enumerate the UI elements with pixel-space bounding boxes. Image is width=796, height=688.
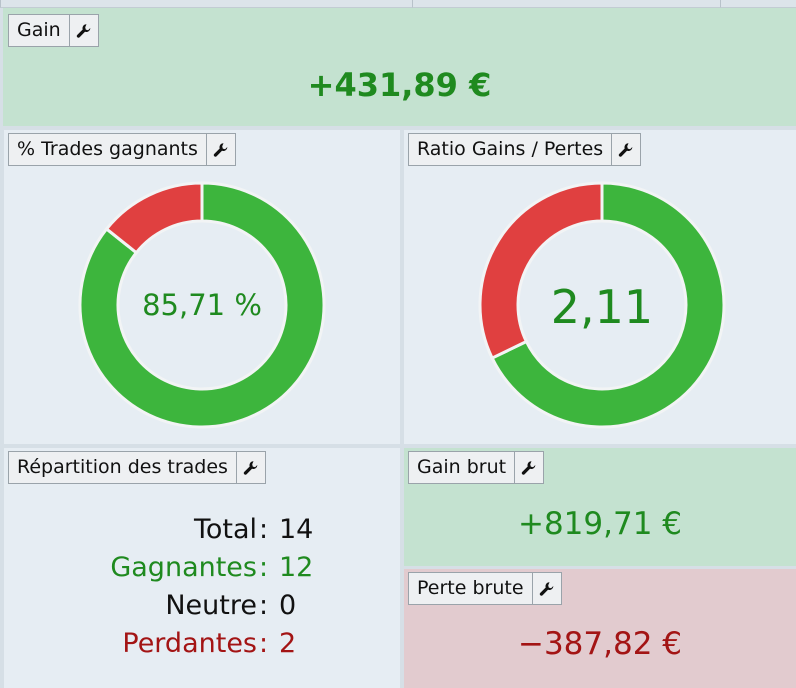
wrench-icon[interactable]: [611, 134, 640, 165]
gain-brut-title: Gain brut: [417, 456, 507, 478]
wrench-icon[interactable]: [514, 452, 543, 483]
gain-brut-value: +819,71 €: [517, 506, 683, 542]
top-strip-seg: [0, 0, 412, 8]
repartition-row-sep: :: [259, 590, 269, 621]
wrench-icon[interactable]: [531, 573, 561, 604]
trades-gagnants-donut: [78, 181, 326, 429]
repartition-row-name: Gagnantes: [110, 552, 257, 583]
repartition-row-value: 0: [279, 590, 297, 621]
trades-gagnants-rest-slice: [104, 181, 204, 255]
perte-brute-title: Perte brute: [417, 577, 524, 599]
repartition-row-name: Total: [193, 514, 257, 545]
gain-panel: Gain +431,89 €: [3, 8, 796, 126]
repartition-panel: Répartition des trades Total:14 Gagnantes…: [4, 448, 400, 688]
top-strip: [0, 0, 796, 8]
wrench-icon[interactable]: [235, 452, 265, 483]
ratio-value: 2,11: [550, 280, 654, 334]
top-strip-seg: [412, 0, 720, 8]
ratio-header: Ratio Gains / Pertes: [408, 133, 642, 166]
gain-brut-panel: Gain brut +819,71 €: [404, 448, 796, 566]
perte-brute-value: −387,82 €: [517, 626, 683, 662]
trades-gagnants-main-slice: [78, 181, 326, 429]
ratio-title: Ratio Gains / Pertes: [417, 138, 604, 160]
repartition-row-sep: :: [259, 514, 269, 545]
gain-value: +431,89 €: [307, 66, 492, 104]
repartition-row-name: Neutre: [165, 590, 257, 621]
top-strip-seg: [720, 0, 796, 8]
repartition-row-value: 14: [279, 514, 314, 545]
trades-gagnants-header: % Trades gagnants: [8, 133, 236, 166]
wrench-icon[interactable]: [68, 15, 98, 46]
repartition-row-name: Perdantes: [122, 628, 257, 659]
repartition-row-sep: :: [259, 628, 269, 659]
ratio-rest-slice: [478, 181, 604, 361]
perte-brute-header: Perte brute: [408, 572, 562, 605]
trades-gagnants-value: 85,71 %: [142, 288, 262, 322]
repartition-row-sep: :: [259, 552, 269, 583]
trades-gagnants-title: % Trades gagnants: [17, 138, 198, 160]
repartition-row: Gagnantes:12: [4, 552, 400, 590]
repartition-title: Répartition des trades: [17, 456, 228, 478]
gain-header: Gain: [8, 14, 99, 47]
repartition-row: Perdantes:2: [4, 628, 400, 666]
gain-brut-header: Gain brut: [408, 451, 545, 484]
trades-gagnants-panel: % Trades gagnants 85,71 %: [4, 130, 400, 444]
repartition-row: Total:14: [4, 514, 400, 552]
repartition-row: Neutre:0: [4, 590, 400, 628]
perte-brute-panel: Perte brute −387,82 €: [404, 569, 796, 688]
repartition-row-value: 12: [279, 552, 314, 583]
ratio-donut: [478, 181, 726, 429]
ratio-main-slice: [490, 181, 726, 429]
wrench-icon[interactable]: [205, 134, 235, 165]
repartition-row-value: 2: [279, 628, 297, 659]
gain-title: Gain: [17, 19, 61, 41]
repartition-header: Répartition des trades: [8, 451, 266, 484]
ratio-panel: Ratio Gains / Pertes 2,11: [404, 130, 796, 444]
